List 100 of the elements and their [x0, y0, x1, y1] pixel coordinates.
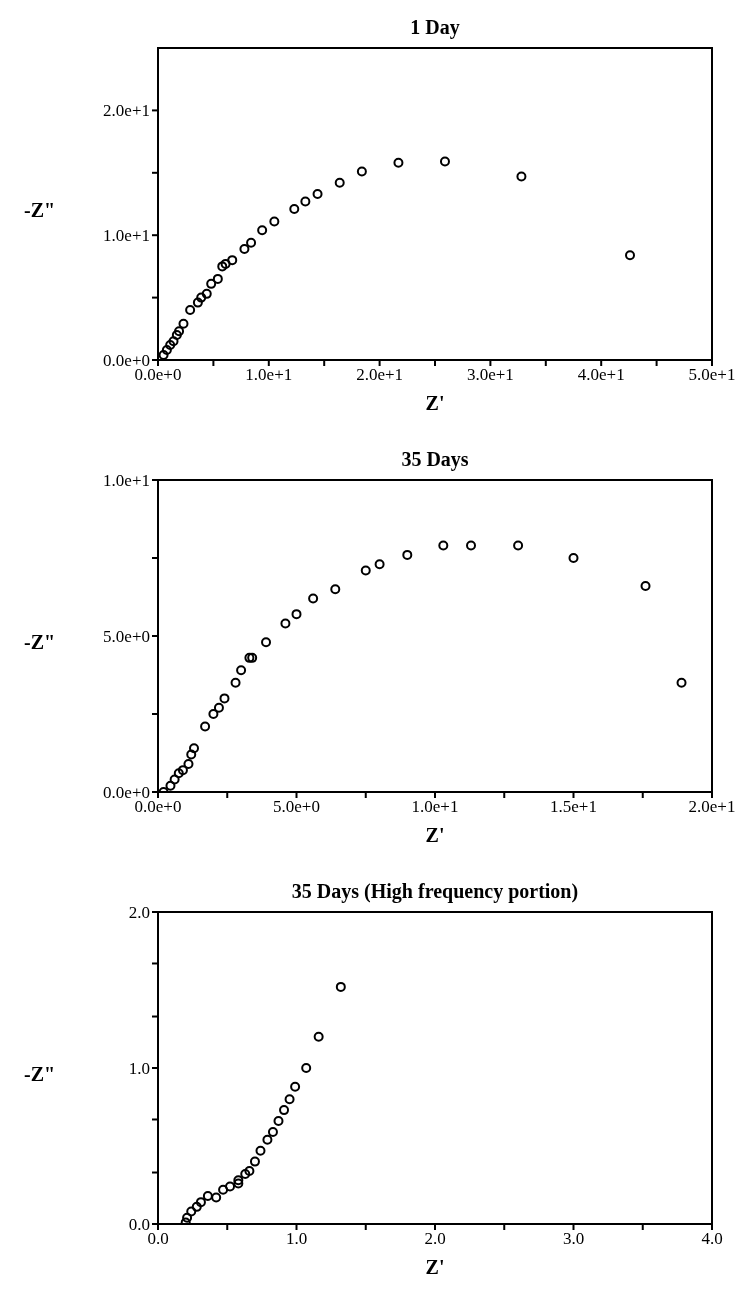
point — [200, 721, 211, 732]
x-tick-label: 5.0e+0 — [273, 797, 320, 817]
point — [230, 677, 241, 688]
y-axis-title: -Z" — [24, 199, 56, 222]
point — [290, 1081, 301, 1092]
point — [516, 171, 527, 182]
point — [165, 340, 176, 351]
chart-title: 35 Days (High frequency portion) — [290, 880, 580, 903]
y-axis-title: -Z" — [24, 1063, 56, 1086]
point — [202, 1190, 213, 1201]
point — [261, 637, 272, 648]
point — [568, 553, 579, 563]
point — [308, 593, 319, 604]
point — [300, 196, 311, 207]
point — [273, 1116, 284, 1127]
point — [208, 709, 219, 719]
point — [393, 157, 404, 168]
point — [246, 237, 257, 248]
y-axis-title: -Z" — [24, 631, 56, 654]
x-tick-label: 4.0e+1 — [577, 365, 625, 385]
point — [466, 540, 477, 551]
point — [177, 765, 188, 776]
point — [218, 1184, 229, 1195]
point — [291, 609, 302, 620]
point — [280, 618, 291, 629]
point — [201, 288, 212, 299]
point — [249, 1156, 260, 1167]
point — [374, 559, 385, 570]
point — [195, 1197, 206, 1208]
point — [279, 1105, 290, 1116]
y-tick-label: 1.0e+1 — [103, 226, 150, 246]
x-tick-label: 3.0 — [562, 1229, 585, 1249]
point — [186, 1206, 197, 1217]
point — [301, 1063, 312, 1073]
point — [240, 1169, 251, 1180]
point — [211, 1192, 222, 1203]
x-tick-label: 2.0e+1 — [688, 797, 736, 817]
y-tick-label: 5.0e+0 — [103, 627, 150, 647]
point — [212, 273, 223, 284]
point — [640, 581, 651, 592]
point — [269, 216, 280, 227]
x-tick-label: 1.0e+1 — [245, 365, 293, 385]
y-tick-label: 2.0 — [128, 903, 150, 923]
point — [169, 774, 180, 785]
point — [158, 350, 169, 360]
x-tick-label: 0.0 — [147, 1229, 169, 1249]
point — [186, 749, 197, 760]
y-tick-label: 2.0e+1 — [103, 101, 150, 121]
point — [313, 1031, 324, 1042]
point — [330, 584, 341, 595]
point — [335, 981, 346, 992]
chart-title: 35 Days — [400, 448, 470, 471]
point — [178, 318, 189, 329]
point — [196, 292, 207, 303]
point — [173, 768, 184, 779]
point — [402, 549, 413, 560]
x-axis-title: Z' — [425, 824, 445, 846]
x-tick-label: 3.0e+1 — [466, 365, 514, 385]
point — [219, 693, 230, 704]
point — [171, 330, 182, 341]
point — [513, 540, 524, 551]
point — [284, 1094, 295, 1105]
x-tick-label: 2.0 — [424, 1229, 446, 1249]
x-axis-title: Z' — [425, 392, 445, 414]
point — [257, 225, 268, 236]
point — [192, 297, 203, 308]
point — [185, 305, 196, 316]
point — [312, 189, 323, 200]
point — [227, 255, 238, 266]
point — [189, 743, 200, 754]
y-tick-label: 0.0 — [128, 1215, 150, 1235]
point — [225, 1181, 236, 1192]
point — [174, 326, 185, 337]
x-tick-label: 1.0 — [285, 1229, 308, 1249]
y-tick-label: 1.0 — [128, 1059, 150, 1079]
x-tick-label: 5.0e+1 — [688, 365, 736, 385]
point — [262, 1134, 273, 1145]
point — [239, 243, 250, 254]
chart-title: 1 Day — [409, 16, 461, 39]
point — [676, 677, 687, 688]
point — [289, 203, 300, 214]
point — [183, 758, 194, 769]
point — [213, 702, 224, 713]
point — [360, 565, 371, 576]
point — [334, 177, 345, 188]
x-tick-label: 1.0e+1 — [411, 797, 459, 817]
point — [191, 1201, 202, 1212]
point — [438, 540, 449, 551]
x-tick-label: 2.0e+1 — [356, 365, 404, 385]
x-axis-title: Z' — [425, 1256, 445, 1278]
point — [267, 1126, 278, 1137]
point — [356, 166, 367, 177]
point — [625, 250, 636, 261]
point — [161, 345, 172, 356]
point — [182, 1212, 193, 1223]
point — [236, 665, 247, 676]
x-tick-label: 4.0 — [701, 1229, 723, 1249]
point — [255, 1145, 266, 1156]
point — [168, 336, 179, 347]
point — [165, 780, 176, 791]
